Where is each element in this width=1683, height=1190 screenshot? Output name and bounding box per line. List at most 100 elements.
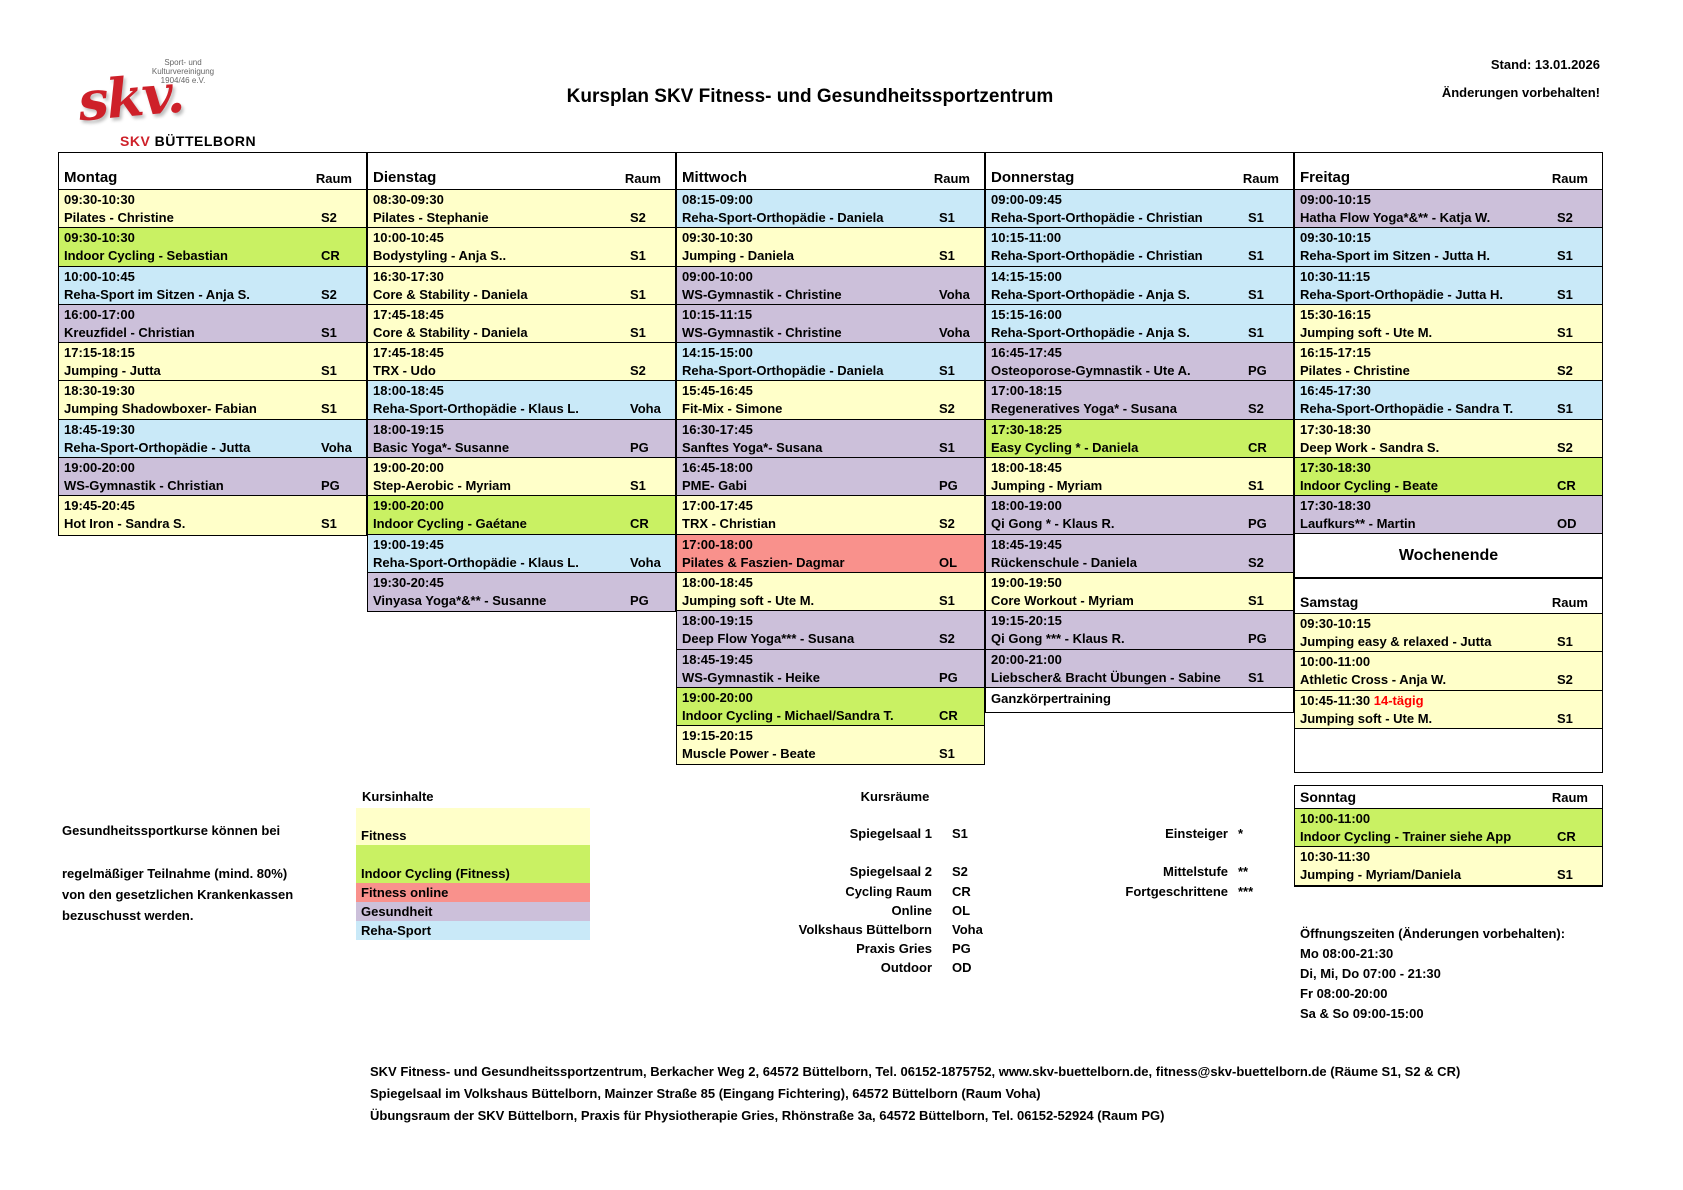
course-time: 18:00-19:15 — [682, 613, 753, 628]
course-time: 14:15-15:00 — [991, 269, 1062, 284]
course-room: S1 — [630, 324, 646, 340]
course-time: 19:45-20:45 — [64, 498, 135, 513]
legend-category-gesundheit: Gesundheit — [356, 902, 590, 921]
room-column-header: Raum — [1551, 790, 1588, 805]
logo-association-line: Sport- und — [164, 58, 202, 67]
course-room: S1 — [1248, 248, 1264, 264]
course-time: 18:00-19:15 — [373, 422, 444, 437]
course-room: PG — [630, 439, 649, 455]
course-cell: 18:00-18:45 Jumping - Myriam S1 — [986, 458, 1293, 497]
course-time-text: 19:30-20:45 — [373, 574, 444, 590]
course-time: 16:30-17:45 — [682, 422, 753, 437]
course-time: 18:00-18:45 — [991, 460, 1062, 475]
course-room: S1 — [1557, 248, 1573, 264]
logo-brand-buettelborn: BÜTTELBORN — [150, 133, 257, 149]
course-time-text: 18:00-19:00 — [991, 498, 1062, 514]
room-legend-label: Spiegelsaal 1 — [849, 826, 932, 841]
course-time: 17:00-18:15 — [991, 383, 1062, 398]
day-header: Dienstag Raum — [368, 153, 675, 190]
course-room: OL — [939, 554, 958, 570]
opening-hours-line: Öffnungszeiten (Änderungen vorbehalten): — [1300, 926, 1566, 941]
subsidy-note-line: bezuschusst werden. — [62, 908, 194, 923]
course-name: PME- Gabi — [682, 478, 748, 494]
course-time-text: 19:15-20:15 — [682, 728, 753, 744]
course-time: 09:30-10:30 — [64, 230, 135, 245]
room-legend-code: OD — [952, 960, 972, 975]
course-time-text: 09:00-09:45 — [991, 192, 1062, 207]
course-time-text: 08:15-09:00 — [682, 192, 753, 207]
course-time: 18:00-19:00 — [991, 498, 1062, 513]
course-time-text: 15:30-16:15 — [1300, 306, 1371, 322]
course-time-text: 09:30-10:15 — [1300, 616, 1371, 631]
course-cell: 10:30-11:15 Reha-Sport-Orthopädie - Jutta… — [1295, 266, 1602, 305]
course-time-text: 18:00-19:15 — [682, 613, 753, 629]
course-name: Indoor Cycling - Sebastian — [64, 248, 228, 264]
course-name: Vinyasa Yoga*&** - Susanne — [373, 592, 547, 608]
course-time: 09:30-10:15 — [1300, 616, 1371, 631]
opening-hours-line: Di, Mi, Do 07:00 - 21:30 — [1300, 966, 1441, 981]
room-column-header: Raum — [1551, 595, 1588, 610]
course-cell: 19:00-20:00 Step-Aerobic - Myriam S1 — [368, 458, 675, 497]
course-time-text: 17:15-18:15 — [64, 345, 135, 361]
room-legend-code: Voha — [952, 922, 983, 937]
course-time: 18:45-19:45 — [991, 537, 1062, 552]
course-room: S1 — [1557, 286, 1573, 302]
course-room: S1 — [939, 746, 955, 762]
course-room: PG — [939, 478, 958, 494]
course-time: 17:00-18:00 — [682, 537, 753, 552]
level-legend-label: Mittelstufe — [1163, 864, 1228, 879]
legend-categories-title: Kursinhalte — [362, 789, 434, 804]
course-name: Laufkurs** - Martin — [1300, 516, 1416, 532]
day-column-mittwoch: Mittwoch Raum 08:15-09:00 Reha-Sport-Orthop… — [676, 152, 985, 766]
course-time-text: 14:15-15:00 — [682, 345, 753, 361]
course-time: 17:45-18:45 — [373, 307, 444, 322]
course-cell: 10:15-11:00 Reha-Sport-Orthopädie - Chris… — [986, 228, 1293, 267]
course-room: S1 — [1248, 286, 1264, 302]
room-legend-label: Cycling Raum — [845, 884, 932, 899]
course-name: Bodystyling - Anja S.. — [373, 248, 507, 264]
course-time-text: 10:00-10:45 — [373, 230, 444, 246]
course-name: Reha-Sport im Sitzen - Jutta H. — [1300, 248, 1490, 264]
course-time: 16:45-17:30 — [1300, 383, 1371, 398]
course-cell: 19:45-20:45 Hot Iron - Sandra S. S1 — [59, 496, 366, 535]
course-name: Indoor Cycling - Beate — [1300, 478, 1438, 494]
course-time: 16:30-17:30 — [373, 269, 444, 284]
level-legend-label: Fortgeschrittene — [1125, 884, 1228, 899]
course-name: Athletic Cross - Anja W. — [1300, 672, 1447, 688]
course-time-text: 19:00-20:00 — [373, 498, 444, 514]
course-time-text: 18:30-19:30 — [64, 383, 135, 399]
course-room: S1 — [939, 210, 955, 225]
course-cell: 14:15-15:00 Reha-Sport-Orthopädie - Danie… — [677, 343, 984, 382]
day-column-donnerstag: Donnerstag Raum 09:00-09:45 Reha-Sport-Orth… — [985, 152, 1294, 713]
course-name: Jumping soft - Ute M. — [682, 592, 815, 608]
course-time: 19:00-19:50 — [991, 575, 1062, 590]
course-time-text: 17:45-18:45 — [373, 306, 444, 322]
course-time-text: 17:30-18:30 — [1300, 498, 1371, 514]
course-time-text: 15:45-16:45 — [682, 383, 753, 399]
weekend-column-sonntag: Sonntag Raum 10:00-11:00 Indoor Cycling - T… — [1294, 785, 1603, 887]
course-cell: 16:00-17:00 Kreuzfidel - Christian S1 — [59, 304, 366, 344]
legend-category-fitness_online: Fitness online — [356, 883, 590, 902]
course-room: CR — [1557, 478, 1576, 494]
course-time: 16:15-17:15 — [1300, 345, 1371, 360]
course-name: Hot Iron - Sandra S. — [64, 516, 186, 532]
course-time-text: 16:30-17:30 — [373, 268, 444, 284]
course-cell: 10:45-11:30 14-tägig Jumping soft - Ute M… — [1295, 690, 1602, 729]
course-cell: 19:00-19:50 Core Workout - Myriam S1 — [986, 572, 1293, 612]
opening-hours-line: Mo 08:00-21:30 — [1300, 946, 1394, 961]
course-cell: 16:30-17:45 Sanftes Yoga*- Susana S1 — [677, 419, 984, 459]
course-name: TRX - Christian — [682, 516, 776, 532]
course-time-text: 19:15-20:15 — [991, 613, 1062, 629]
day-name: Mittwoch — [682, 169, 747, 186]
course-time-text: 19:00-19:50 — [991, 574, 1062, 590]
course-time: 19:15-20:15 — [682, 728, 753, 743]
course-room: S1 — [1557, 710, 1573, 726]
course-time: 18:30-19:30 — [64, 383, 135, 398]
course-room: S2 — [1557, 672, 1573, 688]
course-room: S1 — [1557, 867, 1573, 883]
course-cell: 17:15-18:15 Jumping - Jutta S1 — [59, 343, 366, 382]
course-name: Reha-Sport-Orthopädie - Sandra T. — [1300, 401, 1514, 417]
legend-rooms-title: Kursräume — [860, 789, 930, 804]
course-cell: 17:45-18:45 Core & Stability - Daniela S1 — [368, 304, 675, 344]
course-room: S2 — [1248, 554, 1264, 570]
